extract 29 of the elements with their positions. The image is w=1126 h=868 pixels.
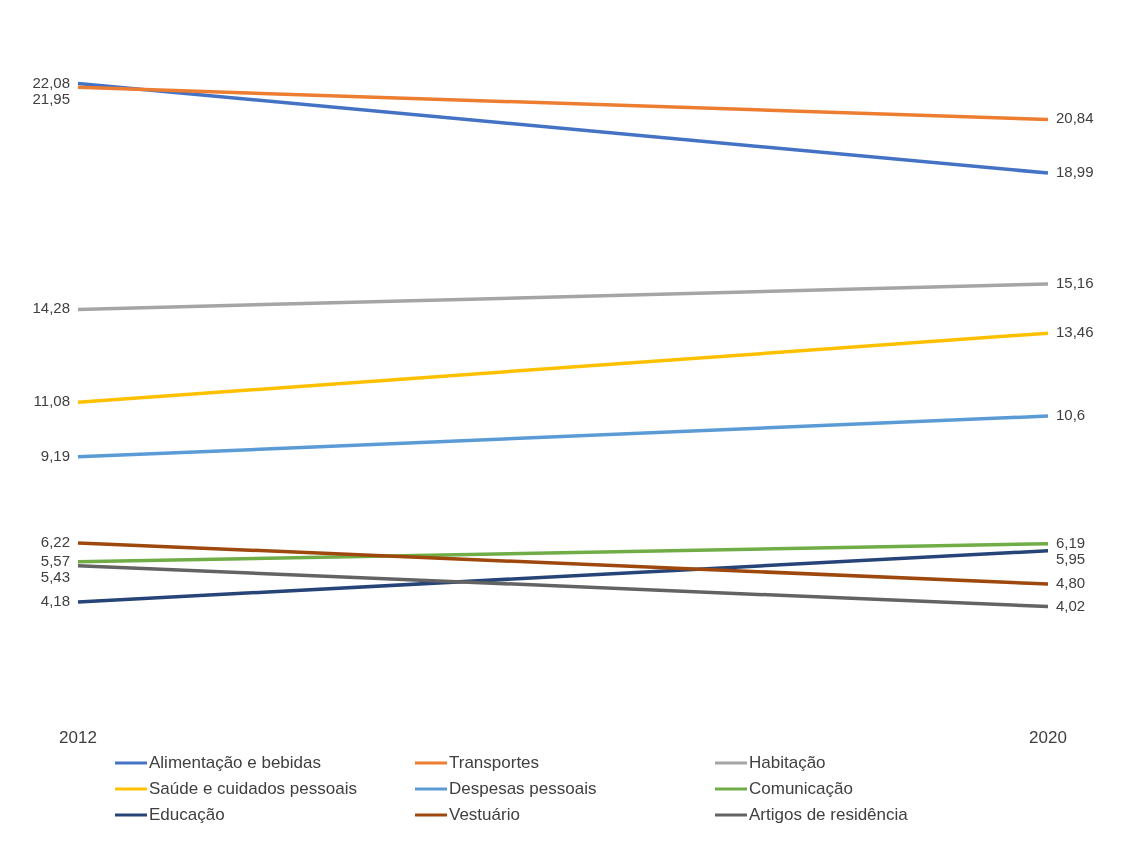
data-label: 22,08 bbox=[32, 73, 70, 91]
legend-label: Vestuário bbox=[449, 805, 520, 825]
data-label: 6,19 bbox=[1056, 533, 1086, 551]
data-label: 5,57 bbox=[40, 551, 70, 569]
data-label: 15,16 bbox=[1056, 273, 1094, 291]
data-label: 4,18 bbox=[40, 591, 70, 609]
legend-label: Educação bbox=[149, 805, 225, 825]
legend-label: Transportes bbox=[449, 753, 540, 773]
legend-label: Despesas pessoais bbox=[449, 779, 597, 799]
data-label: 11,08 bbox=[33, 392, 70, 410]
data-label: 9,19 bbox=[40, 446, 70, 464]
legend-label: Alimentação e bebidas bbox=[149, 753, 322, 773]
data-label: 18,99 bbox=[1056, 163, 1094, 181]
data-label: 5,43 bbox=[40, 567, 70, 585]
data-label: 5,95 bbox=[1056, 549, 1086, 567]
data-label: 20,84 bbox=[1056, 109, 1094, 127]
x-tick-label: 2020 bbox=[1029, 728, 1067, 748]
data-label: 13,46 bbox=[1056, 323, 1094, 341]
legend-label: Habitação bbox=[749, 753, 826, 773]
legend-label: Artigos de residência bbox=[749, 805, 908, 825]
data-label: 14,28 bbox=[32, 299, 70, 317]
data-label: 10,6 bbox=[1056, 406, 1086, 424]
data-label: 21,95 bbox=[32, 89, 70, 107]
data-label: 4,80 bbox=[1056, 573, 1086, 591]
x-tick-label: 2012 bbox=[59, 728, 97, 748]
legend-label: Saúde e cuidados pessoais bbox=[149, 779, 357, 799]
data-label: 4,02 bbox=[1056, 596, 1086, 614]
data-label: 6,22 bbox=[40, 532, 70, 550]
legend-label: Comunicação bbox=[749, 779, 853, 799]
